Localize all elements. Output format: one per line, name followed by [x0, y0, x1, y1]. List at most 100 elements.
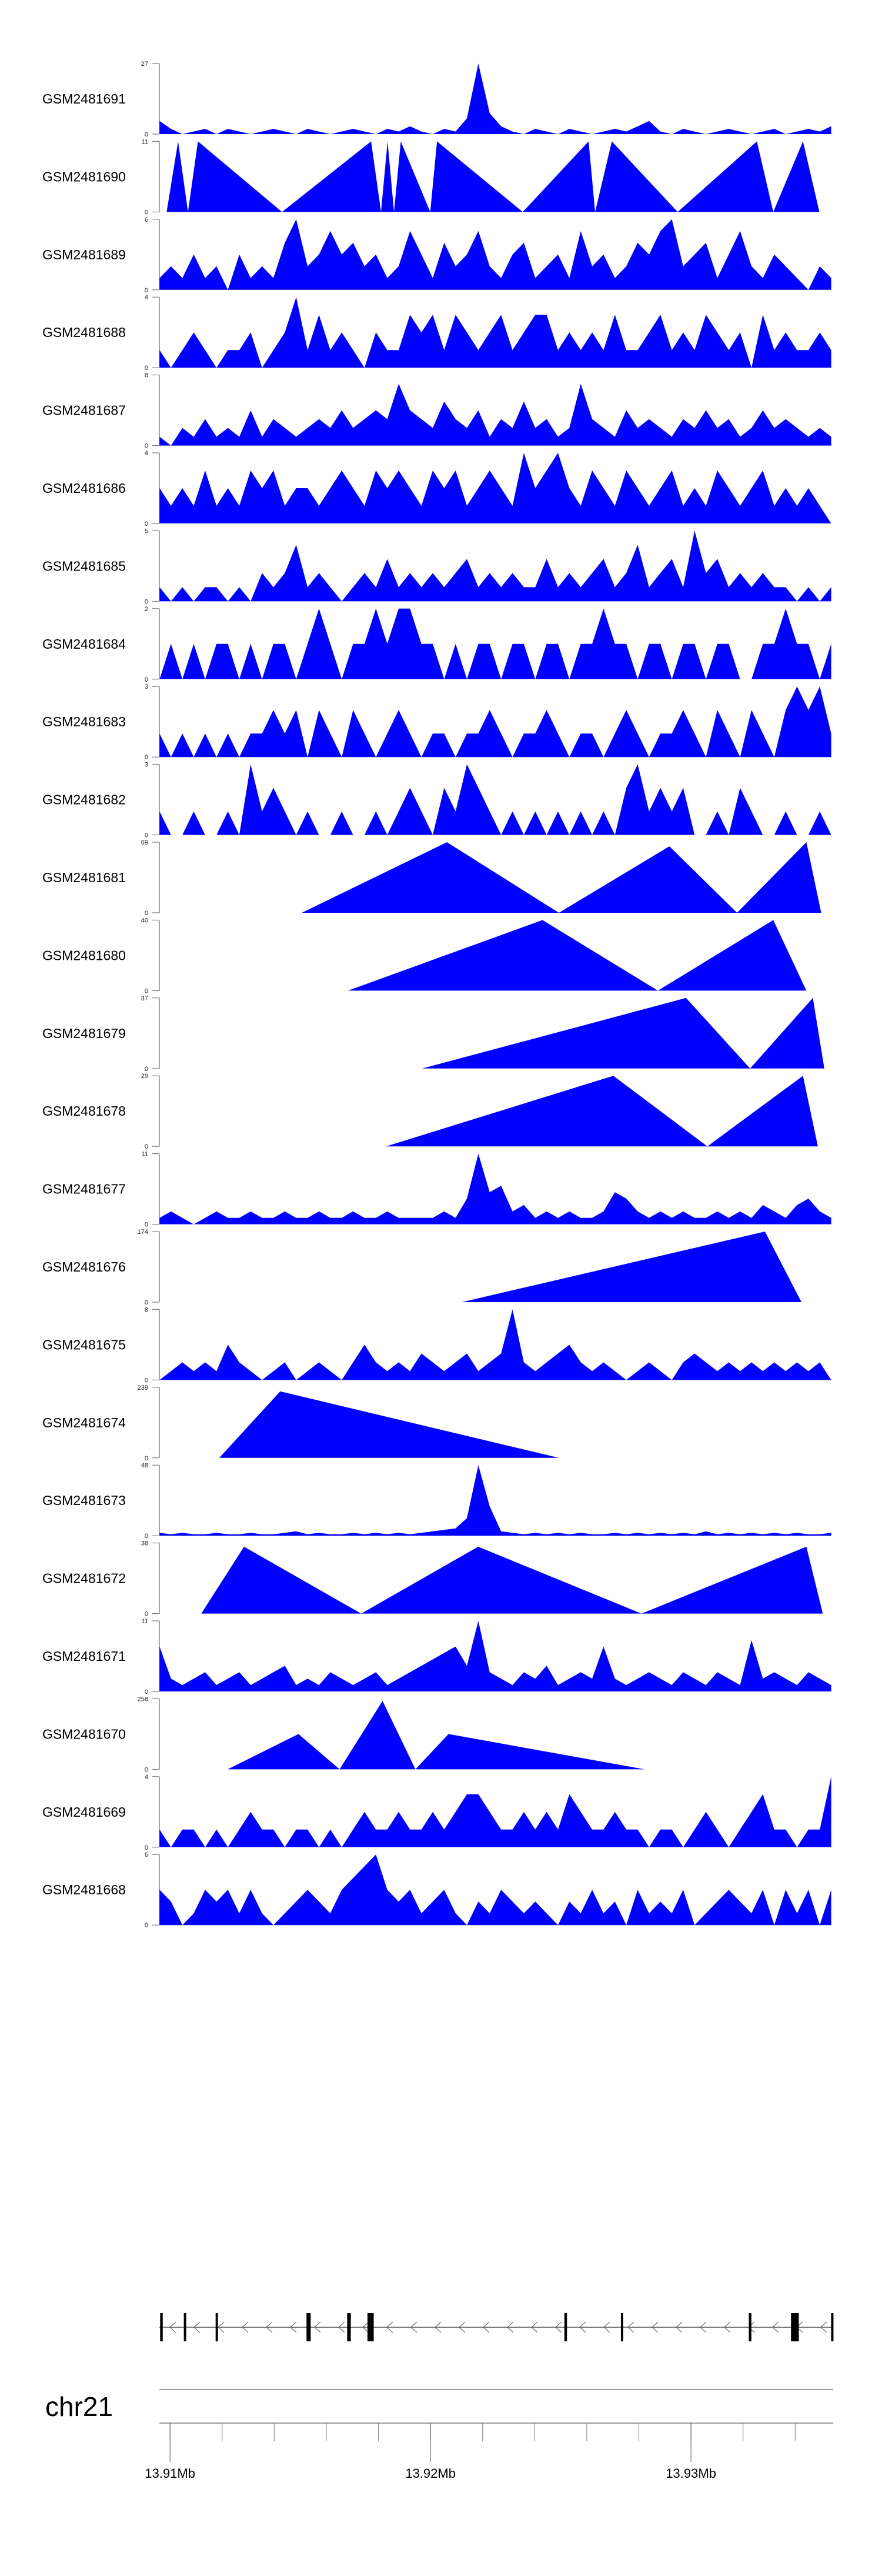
exon: [831, 2313, 834, 2341]
coverage-area: [386, 1076, 818, 1147]
track-gsm2481684: GSM2481684 2 0: [42, 606, 831, 683]
exon: [215, 2313, 218, 2341]
coverage-area: [422, 997, 824, 1069]
track-gsm2481668: GSM2481668 6 0: [42, 1851, 831, 1929]
y-tick-zero-label: 0: [145, 365, 148, 372]
coverage-area: [159, 219, 831, 290]
track-gsm2481691: GSM2481691 27 0: [42, 61, 831, 138]
exon: [620, 2313, 623, 2341]
y-tick-zero-label: 0: [145, 832, 148, 839]
y-tick-max-label: 27: [141, 61, 148, 68]
y-tick-max-label: 3: [145, 683, 148, 690]
track-label: GSM2481673: [42, 1493, 126, 1508]
coverage-area: [159, 764, 831, 835]
strand-arrow-icon: [700, 2321, 707, 2333]
exon: [791, 2313, 799, 2341]
x-tick-label: 13.93Mb: [666, 2466, 716, 2481]
y-tick-max-label: 174: [138, 1229, 148, 1236]
track-gsm2481683: GSM2481683 3 0: [42, 683, 831, 761]
y-tick-max-label: 37: [141, 995, 148, 1002]
exon: [160, 2313, 163, 2341]
track-gsm2481674: GSM2481674 239 0: [42, 1384, 559, 1462]
y-tick-max-label: 6: [145, 216, 148, 223]
track-label: GSM2481679: [42, 1026, 126, 1041]
track-label: GSM2481691: [42, 91, 126, 106]
strand-arrow-icon: [459, 2321, 466, 2333]
track-gsm2481677: GSM2481677 11 0: [42, 1151, 831, 1229]
strand-arrow-icon: [242, 2321, 249, 2333]
strand-arrow-icon: [652, 2321, 659, 2333]
track-gsm2481669: GSM2481669 4 0: [42, 1774, 831, 1851]
coverage-area: [462, 1232, 801, 1302]
coverage-area: [159, 383, 831, 446]
track-label: GSM2481688: [42, 325, 126, 340]
y-tick-max-label: 4: [145, 1774, 148, 1781]
y-tick-max-label: 258: [138, 1696, 148, 1703]
y-tick-max-label: 8: [145, 372, 148, 379]
x-tick-label: 13.92Mb: [405, 2466, 456, 2481]
gene-model: [159, 2313, 834, 2341]
coverage-area: [159, 1309, 831, 1380]
track-label: GSM2481690: [42, 169, 126, 184]
strand-arrow-icon: [820, 2321, 827, 2333]
strand-arrow-icon: [290, 2321, 297, 2333]
y-tick-max-label: 11: [142, 1618, 148, 1625]
strand-arrow-icon: [555, 2321, 562, 2333]
y-tick-zero-label: 0: [145, 598, 148, 605]
track-gsm2481687: GSM2481687 8 0: [42, 372, 831, 450]
track-gsm2481679: GSM2481679 37 0: [42, 995, 824, 1073]
track-label: GSM2481678: [42, 1103, 126, 1119]
y-tick-zero-label: 0: [145, 1922, 148, 1929]
coverage-area: [159, 1776, 831, 1847]
track-gsm2481681: GSM2481681 69 0: [42, 839, 821, 917]
exon: [749, 2313, 751, 2341]
y-tick-zero-label: 0: [145, 754, 148, 761]
strand-arrow-icon: [193, 2321, 201, 2333]
y-tick-zero-label: 0: [145, 1222, 148, 1229]
track-label: GSM2481676: [42, 1259, 126, 1274]
chromosome-label: chr21: [45, 2391, 113, 2422]
track-label: GSM2481671: [42, 1649, 126, 1664]
y-tick-max-label: 239: [138, 1384, 148, 1392]
track-label: GSM2481687: [42, 403, 126, 418]
track-label: GSM2481668: [42, 1882, 126, 1897]
strand-arrow-icon: [410, 2321, 417, 2333]
track-label: GSM2481683: [42, 714, 126, 729]
strand-arrow-icon: [386, 2321, 393, 2333]
track-label: GSM2481675: [42, 1337, 126, 1352]
strand-arrow-icon: [507, 2321, 514, 2333]
strand-arrow-icon: [338, 2321, 345, 2333]
track-label: GSM2481686: [42, 481, 126, 496]
y-tick-zero-label: 0: [145, 1455, 148, 1462]
coverage-area: [159, 1153, 831, 1224]
exon: [347, 2313, 351, 2341]
track-label: GSM2481672: [42, 1571, 126, 1586]
coverage-area: [159, 686, 831, 758]
strand-arrow-icon: [772, 2321, 779, 2333]
track-gsm2481685: GSM2481685 5 0: [42, 528, 831, 605]
track-gsm2481671: GSM2481671 11 0: [42, 1618, 831, 1696]
strand-arrow-icon: [435, 2321, 442, 2333]
track-label: GSM2481669: [42, 1804, 126, 1820]
coverage-area: [159, 530, 831, 602]
x-tick-label: 13.91Mb: [145, 2466, 195, 2481]
y-tick-zero-label: 0: [145, 1299, 148, 1306]
track-label: GSM2481677: [42, 1182, 126, 1197]
y-tick-zero-label: 0: [145, 987, 148, 995]
exon: [183, 2313, 186, 2341]
coverage-area: [159, 1854, 831, 1926]
coverage-area: [159, 453, 831, 523]
track-gsm2481689: GSM2481689 6 0: [42, 216, 831, 294]
track-label: GSM2481684: [42, 636, 126, 652]
strand-arrow-icon: [314, 2321, 321, 2333]
track-gsm2481690: GSM2481690 11 0: [42, 138, 820, 216]
track-label: GSM2481681: [42, 870, 126, 885]
track-gsm2481672: GSM2481672 38 0: [42, 1540, 823, 1618]
strand-arrow-icon: [676, 2321, 683, 2333]
track-label: GSM2481682: [42, 792, 126, 807]
y-tick-zero-label: 0: [145, 209, 148, 216]
coverage-area: [159, 1465, 831, 1536]
strand-arrow-icon: [748, 2321, 755, 2333]
y-tick-max-label: 5: [145, 528, 148, 535]
y-tick-zero-label: 0: [145, 910, 148, 917]
